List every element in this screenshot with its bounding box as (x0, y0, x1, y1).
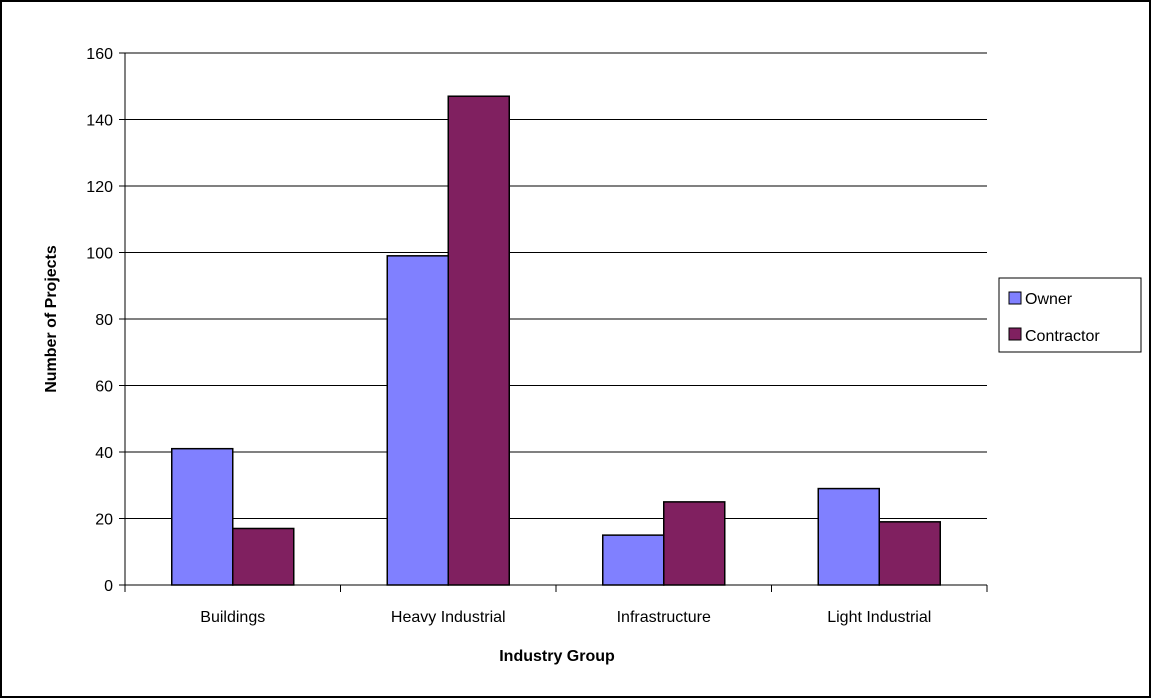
bar-contractor-light-industrial (878, 521, 941, 586)
y-tick-label-80: 80 (95, 312, 113, 329)
bar-contractor-infrastructure (663, 501, 726, 586)
x-tick-label-heavy-industrial: Heavy Industrial (391, 609, 506, 626)
y-tick-label-140: 140 (86, 113, 113, 130)
bar-owner-buildings (171, 447, 234, 586)
bar-owner-light-industrial (817, 487, 880, 586)
bar-owner-heavy-industrial (386, 255, 449, 586)
y-tick-label-20: 20 (95, 512, 113, 529)
legend-swatch-owner (1008, 291, 1022, 305)
bars (171, 95, 941, 586)
x-tick-label-infrastructure: Infrastructure (617, 609, 711, 626)
y-tick-label-0: 0 (104, 578, 113, 595)
y-axis-title: Number of Projects (43, 245, 60, 393)
legend-label-owner: Owner (1025, 291, 1073, 308)
x-tick-label-buildings: Buildings (200, 609, 265, 626)
legend-label-contractor: Contractor (1025, 328, 1100, 345)
bar-contractor-heavy-industrial (447, 95, 510, 586)
bar-owner-infrastructure (602, 534, 665, 586)
x-tick-label-light-industrial: Light Industrial (827, 609, 931, 626)
x-axis-title: Industry Group (499, 648, 615, 665)
x-tick-labels: Buildings Heavy Industrial Infrastructure L… (200, 609, 931, 626)
y-tick-label-120: 120 (86, 179, 113, 196)
bar-contractor-buildings (232, 527, 295, 586)
y-tick-label-100: 100 (86, 246, 113, 263)
y-tick-labels: 0 20 40 60 80 100 120 140 160 (86, 46, 113, 595)
y-tick-label-40: 40 (95, 445, 113, 462)
y-tick-label-60: 60 (95, 379, 113, 396)
gridlines (125, 52, 987, 519)
y-tick-label-160: 160 (86, 46, 113, 63)
axes (119, 52, 988, 592)
legend-swatch-contractor (1008, 327, 1022, 341)
legend: Owner Contractor (998, 277, 1142, 353)
legend-box (998, 277, 1142, 353)
